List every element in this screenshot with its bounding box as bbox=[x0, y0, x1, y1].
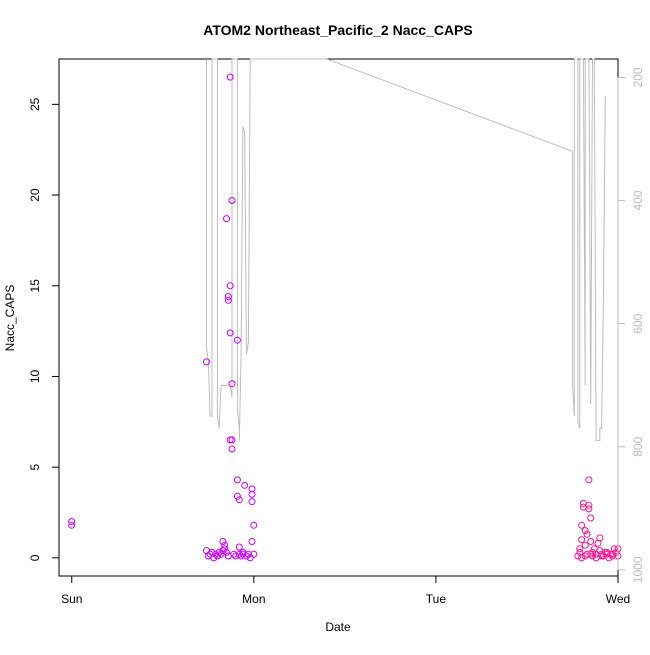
data-point bbox=[589, 548, 596, 556]
data-point bbox=[581, 527, 589, 535]
data-point bbox=[241, 481, 249, 489]
data-point bbox=[235, 550, 243, 558]
data-point bbox=[587, 538, 595, 545]
data-point bbox=[68, 521, 76, 529]
pressure-line bbox=[206, 58, 606, 442]
x-tick-label: Wed bbox=[606, 592, 630, 606]
data-point bbox=[226, 329, 234, 337]
data-point bbox=[248, 498, 256, 506]
data-point bbox=[233, 492, 241, 500]
right-tick-label: 600 bbox=[631, 313, 645, 333]
y-tick-label: 0 bbox=[28, 554, 42, 561]
data-point bbox=[223, 548, 230, 556]
data-point bbox=[587, 514, 595, 522]
x-axis: Sun Mon Tue Wed bbox=[61, 575, 630, 606]
data-point bbox=[578, 554, 586, 562]
right-axis: 200 400 600 800 1000 bbox=[617, 67, 645, 583]
points-layer bbox=[68, 73, 622, 562]
data-point bbox=[228, 380, 236, 388]
data-point bbox=[581, 541, 589, 549]
x-tick-label: Tue bbox=[426, 592, 447, 606]
data-point bbox=[226, 282, 234, 290]
data-point bbox=[219, 538, 227, 545]
data-point bbox=[221, 545, 229, 553]
chart-title: ATOM2 Northeast_Pacific_2 Nacc_CAPS bbox=[203, 22, 472, 38]
y-axis-label: Nacc_CAPS bbox=[3, 285, 17, 352]
data-point bbox=[574, 552, 582, 560]
right-tick-label: 200 bbox=[631, 67, 645, 87]
data-point bbox=[219, 547, 227, 555]
data-point bbox=[250, 550, 258, 558]
data-point bbox=[576, 545, 584, 553]
y-tick-label: 15 bbox=[28, 279, 42, 293]
data-point bbox=[585, 505, 593, 513]
data-point bbox=[585, 476, 593, 484]
data-point bbox=[210, 554, 218, 562]
data-point bbox=[215, 548, 223, 556]
data-point bbox=[224, 296, 232, 304]
data-point bbox=[612, 548, 620, 556]
data-point bbox=[598, 552, 606, 560]
x-axis-label: Date bbox=[325, 620, 351, 634]
data-point bbox=[578, 536, 586, 544]
x-tick-label: Mon bbox=[242, 592, 265, 606]
data-point bbox=[235, 543, 243, 551]
data-point bbox=[587, 550, 595, 558]
right-tick-label: 1000 bbox=[631, 556, 645, 583]
data-point bbox=[228, 197, 236, 204]
data-point bbox=[224, 293, 232, 301]
data-point bbox=[235, 496, 243, 504]
data-point bbox=[250, 521, 258, 529]
data-point bbox=[233, 476, 241, 484]
data-point bbox=[583, 530, 591, 538]
data-point bbox=[223, 215, 230, 223]
data-point bbox=[226, 73, 234, 81]
data-point bbox=[246, 554, 254, 562]
y-axis: 0 5 10 15 20 25 bbox=[28, 97, 60, 561]
data-point bbox=[213, 552, 221, 560]
data-point bbox=[68, 518, 76, 526]
data-point bbox=[585, 501, 593, 509]
y-tick-label: 20 bbox=[28, 188, 42, 202]
right-tick-label: 400 bbox=[631, 190, 645, 210]
data-point bbox=[578, 521, 586, 529]
data-point bbox=[589, 552, 596, 560]
data-point bbox=[233, 336, 241, 344]
data-point bbox=[248, 538, 256, 545]
data-point bbox=[596, 534, 604, 542]
data-point bbox=[237, 552, 245, 560]
x-tick-label: Sun bbox=[61, 592, 82, 606]
data-point bbox=[228, 445, 236, 453]
data-point bbox=[239, 550, 247, 558]
data-point bbox=[243, 552, 250, 560]
data-point bbox=[224, 552, 232, 560]
y-tick-label: 5 bbox=[28, 464, 42, 471]
data-point bbox=[248, 490, 256, 498]
right-tick-label: 800 bbox=[631, 436, 645, 456]
y-tick-label: 10 bbox=[28, 369, 42, 383]
data-point bbox=[228, 436, 236, 444]
y-tick-label: 25 bbox=[28, 97, 42, 111]
pressure-line-layer bbox=[206, 58, 606, 442]
data-point bbox=[203, 358, 210, 366]
